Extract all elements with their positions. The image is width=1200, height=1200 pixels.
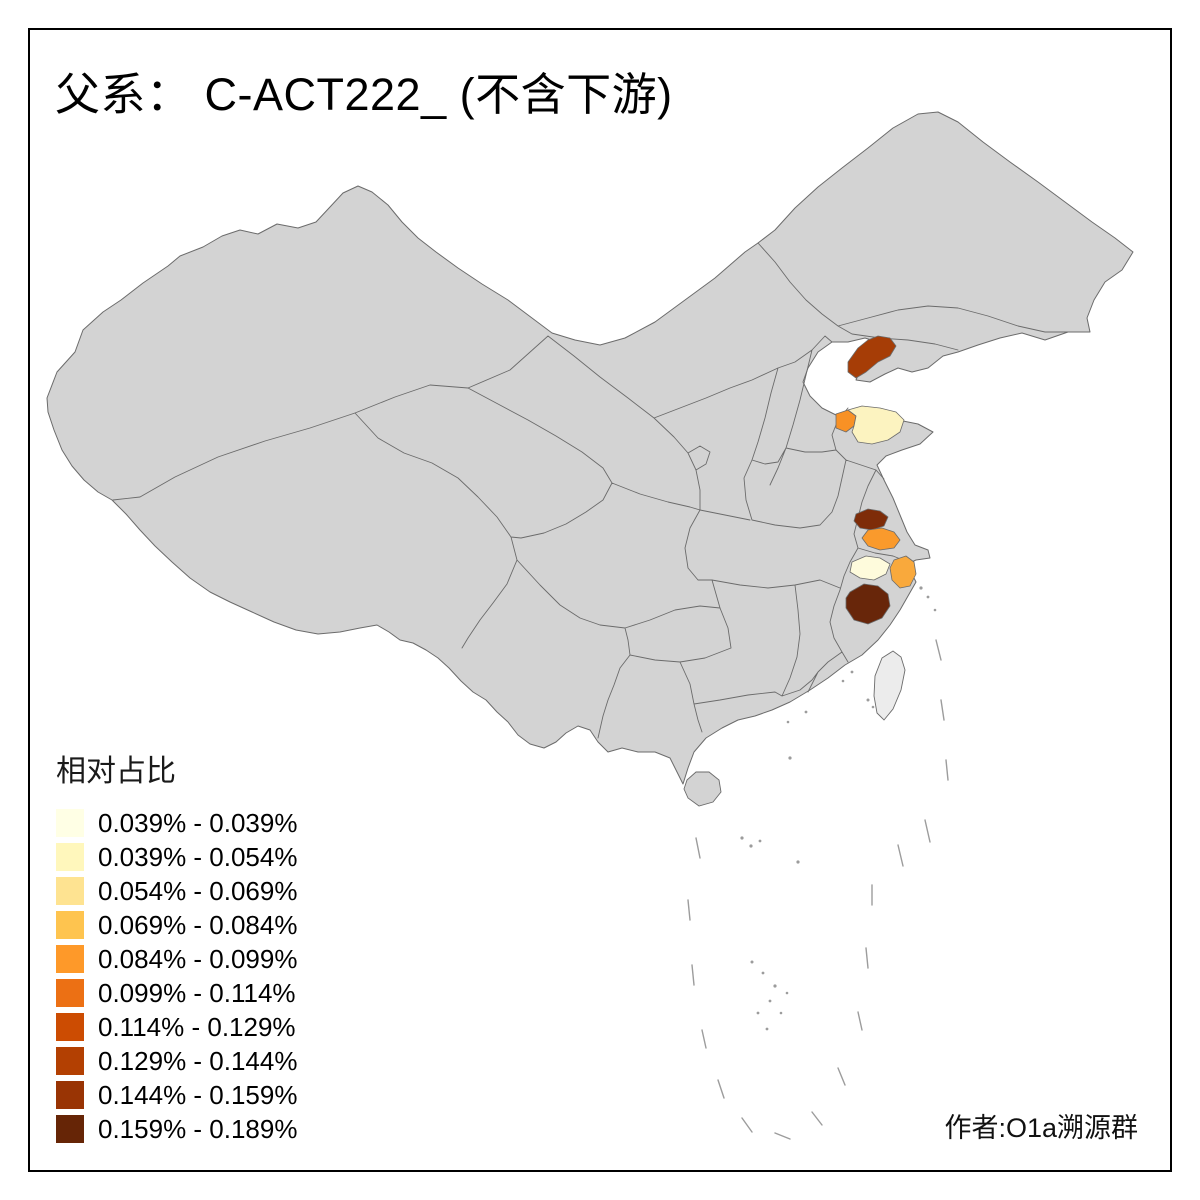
legend-item: 0.084% - 0.099% bbox=[56, 942, 297, 976]
legend-title: 相对占比 bbox=[56, 755, 176, 788]
legend-item: 0.099% - 0.114% bbox=[56, 976, 297, 1010]
legend-label: 0.069% - 0.084% bbox=[98, 909, 298, 940]
sea-boundary-dashes bbox=[687, 639, 949, 1140]
legend-label: 0.039% - 0.039% bbox=[98, 807, 298, 838]
legend-swatch bbox=[56, 877, 84, 905]
minor-islands bbox=[740, 586, 937, 1031]
legend-item: 0.039% - 0.054% bbox=[56, 840, 297, 874]
taiwan-island bbox=[873, 650, 906, 721]
legend: 相对占比 0.039% - 0.039% 0.039% - 0.054% 0.0… bbox=[56, 746, 297, 1146]
region-jiangsu-central bbox=[853, 508, 889, 531]
province-borders bbox=[112, 242, 1069, 739]
legend-item: 0.144% - 0.159% bbox=[56, 1078, 297, 1112]
region-zhejiang-northeast bbox=[889, 555, 917, 589]
legend-label: 0.144% - 0.159% bbox=[98, 1079, 298, 1110]
region-liaoning-dalian bbox=[847, 335, 897, 379]
region-jiangsu-south bbox=[861, 527, 901, 551]
legend-label: 0.039% - 0.054% bbox=[98, 841, 298, 872]
legend-swatch bbox=[56, 809, 84, 837]
legend-label: 0.084% - 0.099% bbox=[98, 943, 298, 974]
legend-label: 0.099% - 0.114% bbox=[98, 977, 296, 1008]
legend-item: 0.159% - 0.189% bbox=[56, 1112, 297, 1146]
legend-swatch bbox=[56, 1115, 84, 1143]
region-zhejiang-north bbox=[849, 555, 891, 581]
legend-swatch bbox=[56, 1013, 84, 1041]
highlighted-regions bbox=[835, 335, 917, 625]
legend-swatch bbox=[56, 1081, 84, 1109]
legend-item: 0.114% - 0.129% bbox=[56, 1010, 297, 1044]
legend-label: 0.114% - 0.129% bbox=[98, 1011, 296, 1042]
legend-item: 0.129% - 0.144% bbox=[56, 1044, 297, 1078]
region-zhejiang-west bbox=[845, 583, 891, 625]
legend-label: 0.159% - 0.189% bbox=[98, 1113, 298, 1144]
legend-swatch bbox=[56, 979, 84, 1007]
legend-item: 0.054% - 0.069% bbox=[56, 874, 297, 908]
region-shandong-central bbox=[847, 405, 905, 445]
legend-swatch bbox=[56, 945, 84, 973]
credit-text: 作者:O1a溯源群 bbox=[944, 1113, 1138, 1143]
legend-item: 0.039% - 0.039% bbox=[56, 806, 297, 840]
legend-label: 0.054% - 0.069% bbox=[98, 875, 298, 906]
legend-label: 0.129% - 0.144% bbox=[98, 1045, 298, 1076]
legend-swatch bbox=[56, 843, 84, 871]
china-mainland-shape bbox=[46, 111, 1134, 785]
legend-swatch bbox=[56, 1047, 84, 1075]
page-title: 父系： C-ACT222_ (不含下游) bbox=[55, 69, 673, 120]
legend-item: 0.069% - 0.084% bbox=[56, 908, 297, 942]
hainan-island bbox=[683, 771, 722, 807]
legend-swatch bbox=[56, 911, 84, 939]
